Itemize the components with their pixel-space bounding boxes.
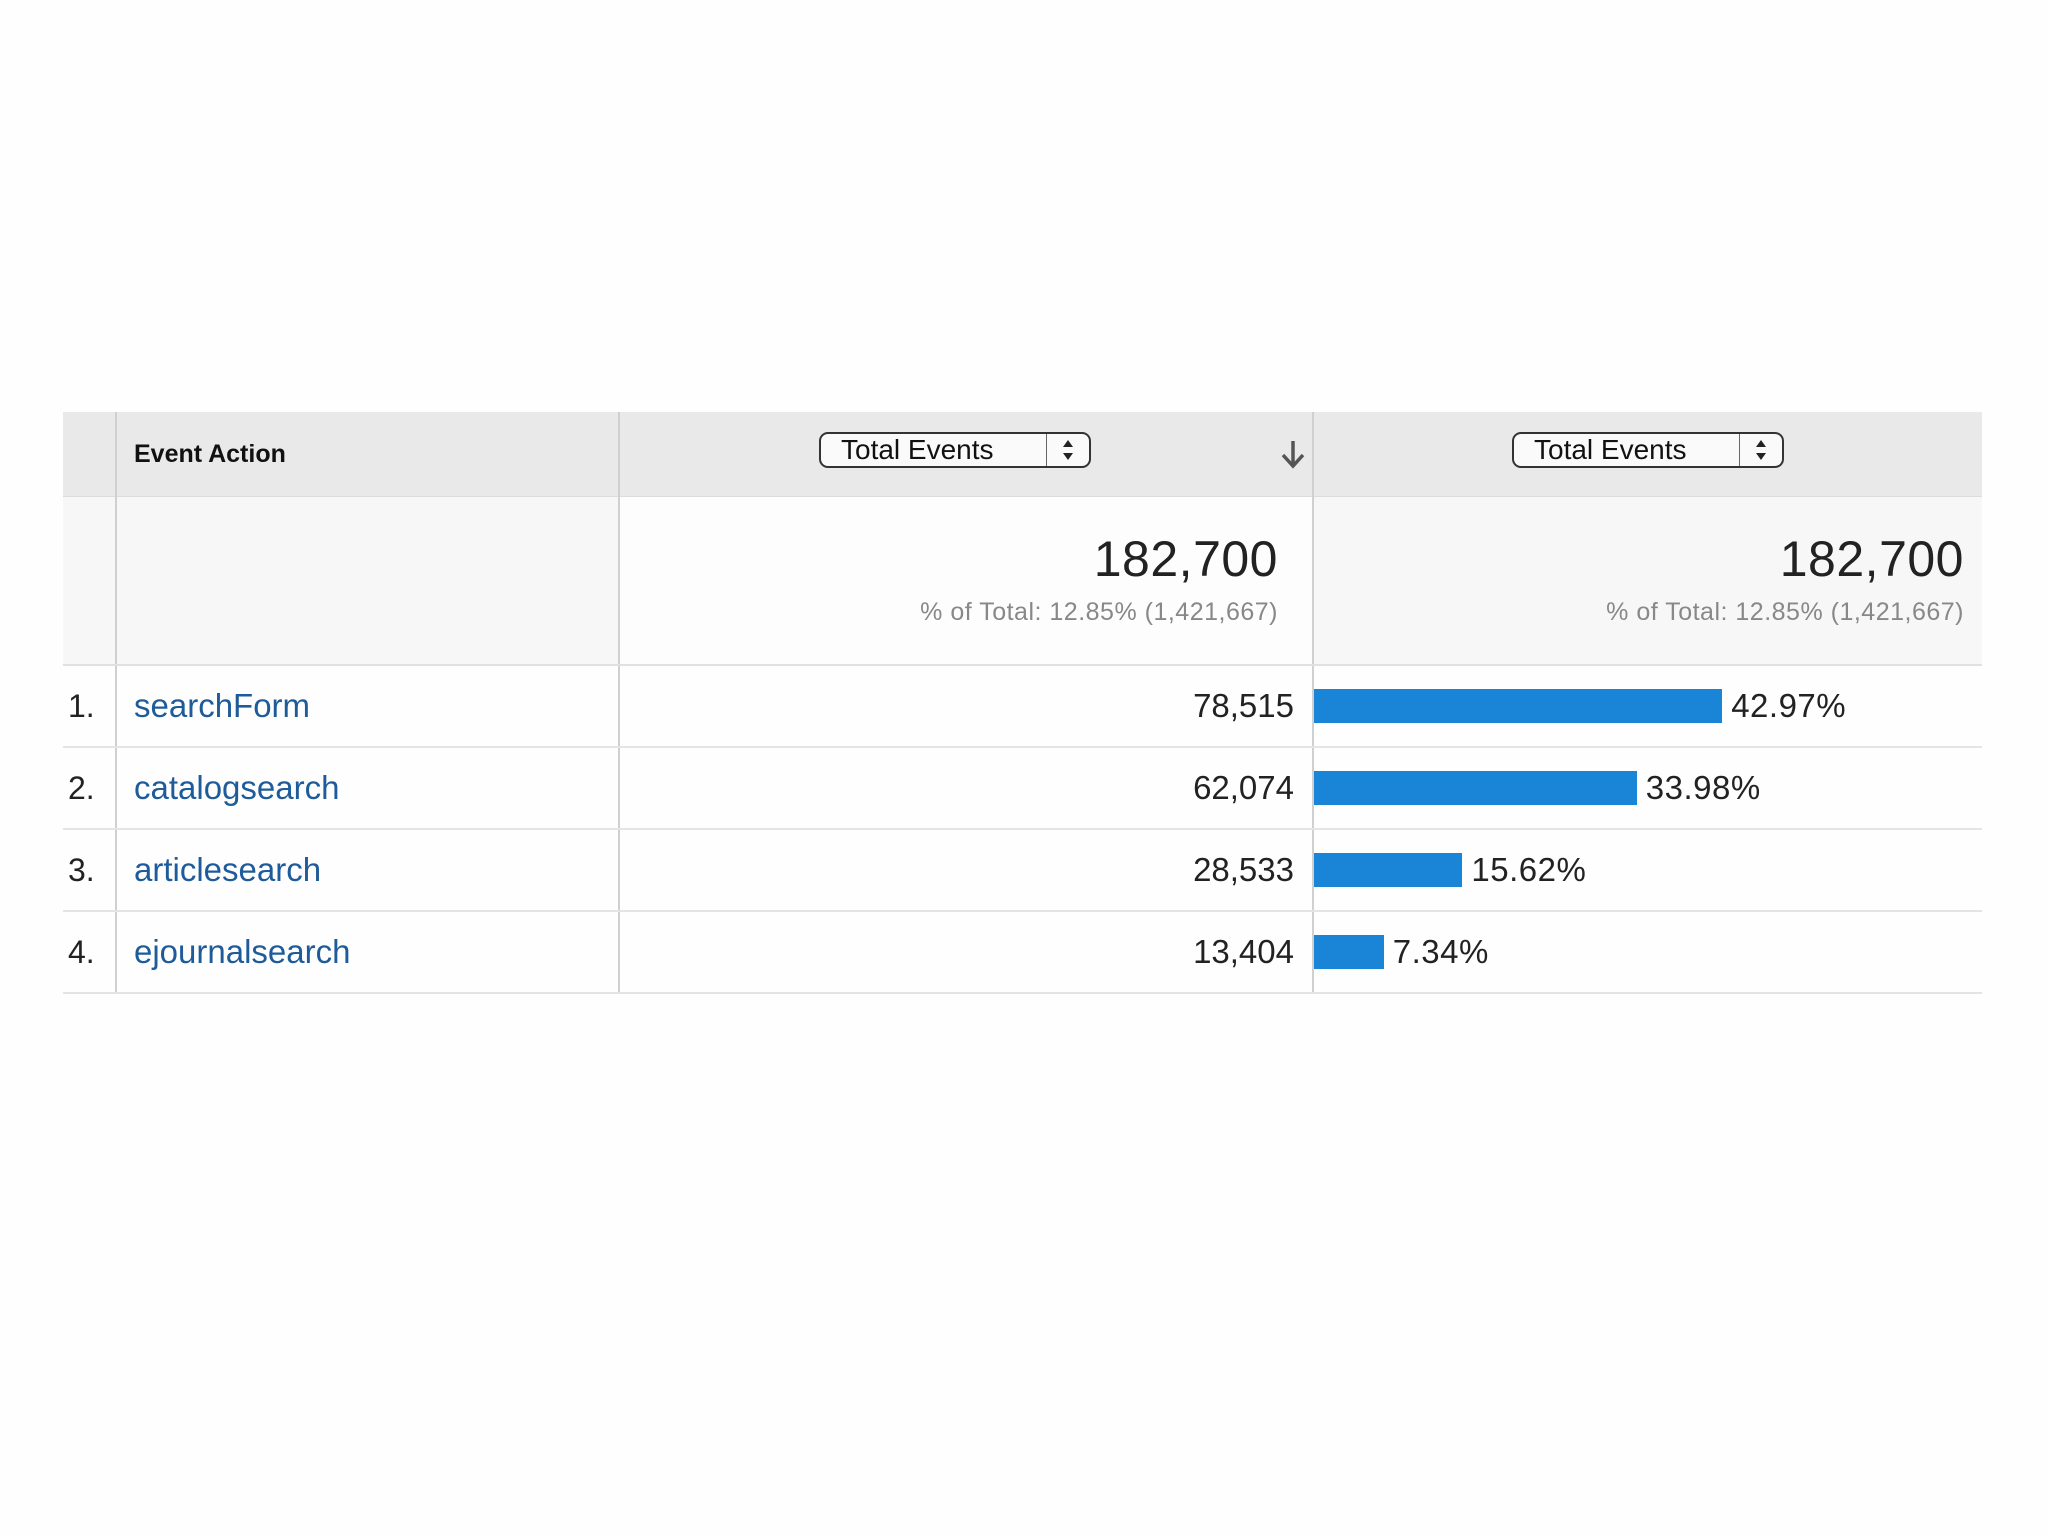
metric-selector-1-label: Total Events xyxy=(841,434,994,465)
share-bar xyxy=(1314,935,1384,969)
table-row: 2. catalogsearch 62,074 33.98% xyxy=(63,747,1982,830)
summary-total-1: 182,700 xyxy=(1093,531,1278,587)
row-index: 1. xyxy=(63,665,117,748)
row-total-events: 78,515 xyxy=(619,665,1314,748)
summary-metric-1: 182,700 % of Total: 12.85% (1,421,667) xyxy=(619,496,1314,666)
updown-arrows-icon xyxy=(1046,434,1089,466)
row-share-cell: 42.97% xyxy=(1313,665,1982,748)
share-percent-label: 33.98% xyxy=(1645,769,1761,806)
summary-row: 182,700 % of Total: 12.85% (1,421,667) 1… xyxy=(63,496,1982,666)
row-total-events: 28,533 xyxy=(619,829,1314,912)
sort-descending-icon[interactable] xyxy=(1278,437,1308,471)
metric-selector-2[interactable]: Total Events xyxy=(1512,432,1784,468)
table-row: 4. ejournalsearch 13,404 7.34% xyxy=(63,911,1982,994)
event-action-link[interactable]: ejournalsearch xyxy=(134,933,351,970)
row-index: 4. xyxy=(63,911,117,994)
row-name-cell: articlesearch xyxy=(116,829,620,912)
row-share-cell: 15.62% xyxy=(1313,829,1982,912)
row-total-events: 62,074 xyxy=(619,747,1314,830)
event-action-link[interactable]: articlesearch xyxy=(134,851,322,888)
row-name-cell: catalogsearch xyxy=(116,747,620,830)
metric-selector-1[interactable]: Total Events xyxy=(819,432,1091,468)
row-share-cell: 33.98% xyxy=(1313,747,1982,830)
summary-total-2: 182,700 xyxy=(1779,531,1964,587)
report-table-container: Event Action Total Events Total Events xyxy=(63,412,1982,994)
share-bar xyxy=(1314,689,1723,723)
event-action-table: Event Action Total Events Total Events xyxy=(63,412,1982,994)
row-name-cell: ejournalsearch xyxy=(116,911,620,994)
updown-arrows-icon xyxy=(1739,434,1782,466)
index-header xyxy=(63,412,117,497)
table-row: 1. searchForm 78,515 42.97% xyxy=(63,665,1982,748)
metric-selector-2-label: Total Events xyxy=(1534,434,1687,465)
summary-percent-of-total-2: % of Total: 12.85% (1,421,667) xyxy=(1606,598,1964,626)
event-action-link[interactable]: catalogsearch xyxy=(134,769,340,806)
event-action-link[interactable]: searchForm xyxy=(134,687,311,724)
summary-percent-of-total-1: % of Total: 12.85% (1,421,667) xyxy=(920,598,1278,626)
share-percent-label: 15.62% xyxy=(1471,851,1587,888)
row-total-events: 13,404 xyxy=(619,911,1314,994)
dimension-header[interactable]: Event Action xyxy=(116,412,620,497)
share-percent-label: 7.34% xyxy=(1392,933,1489,970)
row-name-cell: searchForm xyxy=(116,665,620,748)
metric-column-header-1: Total Events xyxy=(619,412,1314,497)
table-row: 3. articlesearch 28,533 15.62% xyxy=(63,829,1982,912)
summary-index-cell xyxy=(63,496,117,666)
summary-metric-2: 182,700 % of Total: 12.85% (1,421,667) xyxy=(1313,496,1982,666)
table-header-row: Event Action Total Events Total Events xyxy=(63,412,1982,497)
row-index: 3. xyxy=(63,829,117,912)
metric-column-header-2: Total Events xyxy=(1313,412,1982,497)
share-bar xyxy=(1314,771,1637,805)
row-index: 2. xyxy=(63,747,117,830)
summary-name-cell xyxy=(116,496,620,666)
row-share-cell: 7.34% xyxy=(1313,911,1982,994)
share-percent-label: 42.97% xyxy=(1731,687,1847,724)
share-bar xyxy=(1314,853,1463,887)
